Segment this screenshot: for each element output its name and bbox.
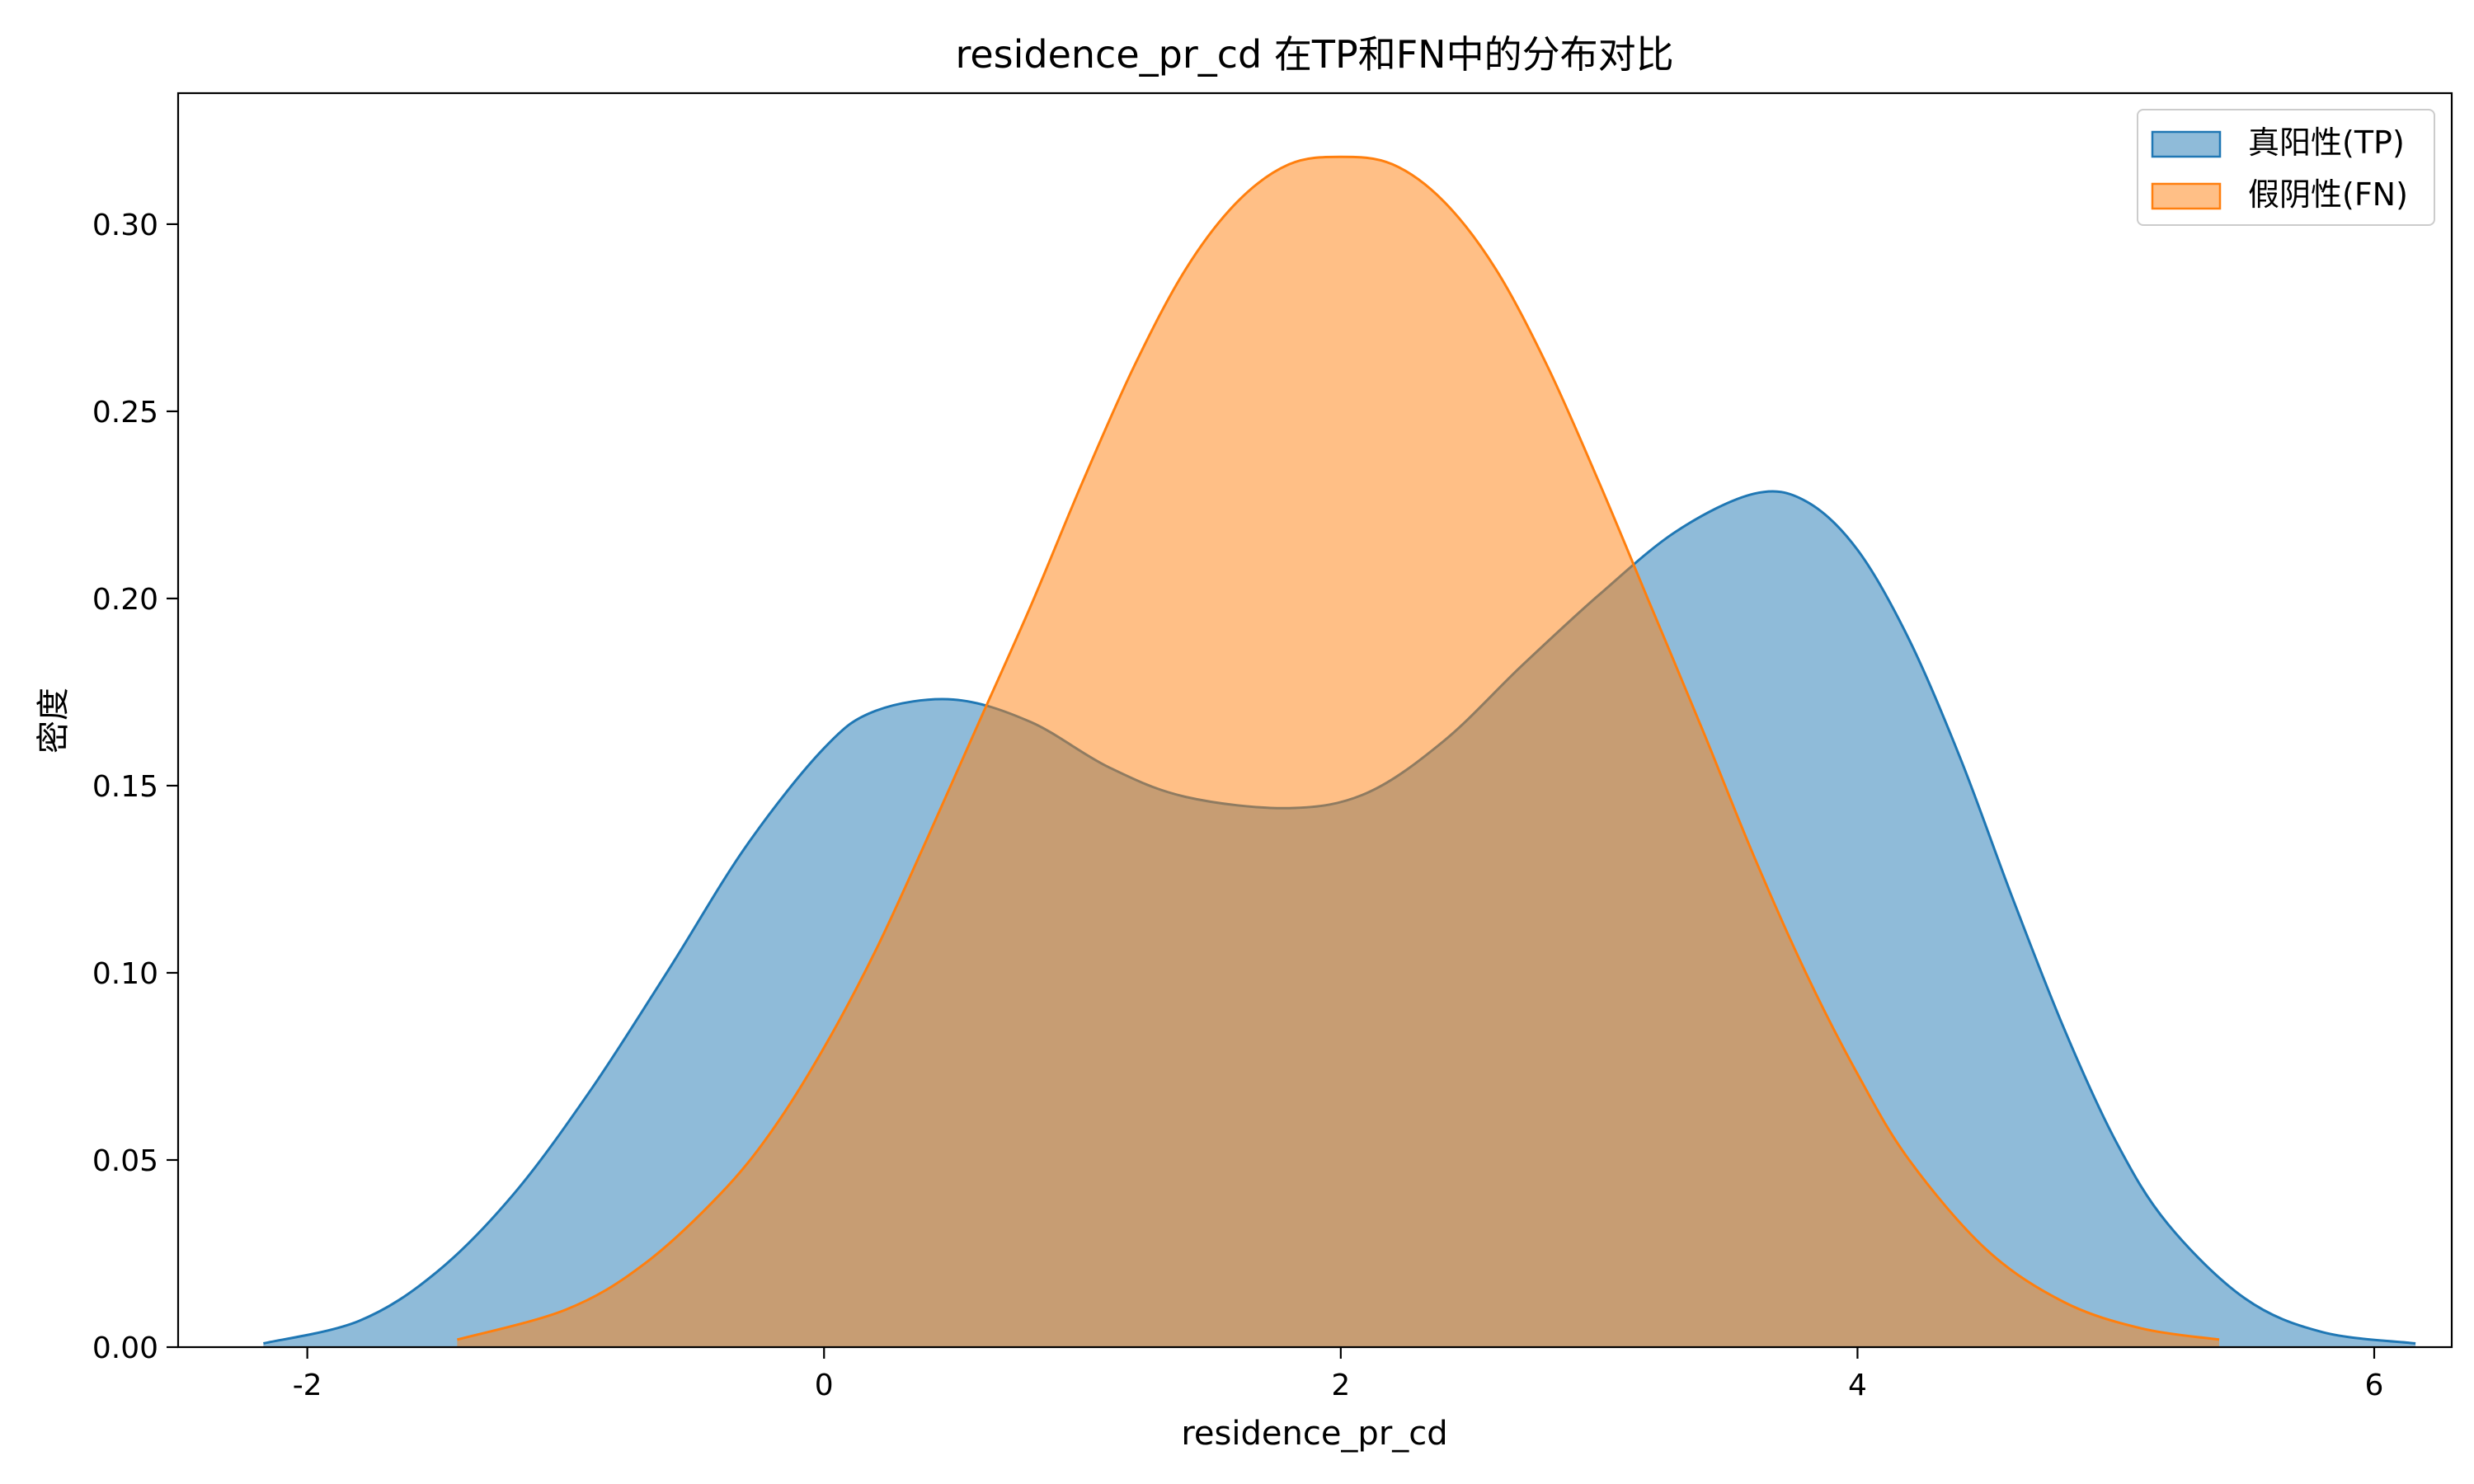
- y-tick-label: 0.05: [92, 1144, 158, 1178]
- y-tick-label: 0.20: [92, 583, 158, 617]
- legend-label-tp: 真阳性(TP): [2248, 124, 2405, 161]
- x-axis-title: residence_pr_cd: [1181, 1415, 1447, 1453]
- plot-area: [263, 155, 2416, 1348]
- axes-frame: [176, 92, 2453, 1349]
- legend-label-fn: 假阴性(FN): [2248, 176, 2408, 213]
- y-axis-title: 密度: [35, 688, 73, 754]
- x-tick-label: 6: [2365, 1369, 2384, 1402]
- series-line-1: [457, 155, 2220, 1341]
- legend-swatch-tp: [2151, 130, 2222, 158]
- x-axis: -2 0 2 4 6: [293, 1347, 2384, 1402]
- y-tick-label: 0.30: [92, 209, 158, 242]
- x-tick-label: 4: [1848, 1369, 1867, 1402]
- x-tick-label: 2: [1331, 1369, 1350, 1402]
- y-tick-label: 0.25: [92, 396, 158, 430]
- y-tick-label: 0.15: [92, 770, 158, 804]
- legend-swatch-fn: [2151, 182, 2222, 210]
- chart-title: residence_pr_cd 在TP和FN中的分布对比: [955, 32, 1673, 77]
- y-tick-label: 0.00: [92, 1331, 158, 1365]
- x-tick-label: -2: [293, 1369, 322, 1402]
- x-tick-label: 0: [815, 1369, 834, 1402]
- legend: 真阳性(TP) 假阴性(FN): [2137, 109, 2435, 226]
- y-axis: 0.00 0.05 0.10 0.15 0.20 0.25 0.30: [92, 209, 178, 1365]
- series-area-1: [457, 157, 2220, 1348]
- y-tick-label: 0.10: [92, 957, 158, 991]
